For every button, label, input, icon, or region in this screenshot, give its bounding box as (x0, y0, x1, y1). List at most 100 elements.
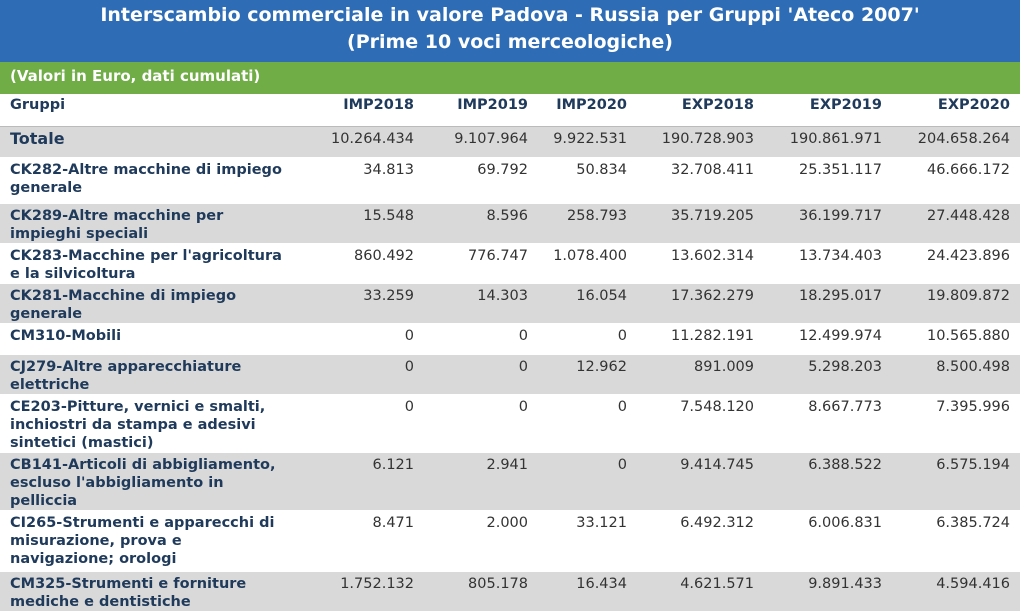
table-cell: 0 (617, 456, 627, 473)
table-row: CM325-Strumenti e forniture mediche e de… (0, 571, 1020, 611)
total-row: Totale 10.264.434 9.107.964 9.922.531 19… (0, 126, 1020, 157)
report-subtitle: (Valori in Euro, dati cumulati) (0, 62, 1020, 94)
table-cell: 32.708.411 (670, 161, 754, 178)
table-cell: 8.667.773 (808, 398, 882, 415)
table-cell: 36.199.717 (798, 207, 882, 224)
table-cell: 34.813 (363, 161, 414, 178)
table-cell: 0 (518, 358, 528, 375)
table-cell: 4.594.416 (936, 575, 1010, 592)
column-header-exp2020: EXP2020 (937, 97, 1010, 113)
table-cell: 2.000 (486, 514, 528, 531)
table-cell: 12.962 (576, 358, 627, 375)
table-cell: 6.121 (372, 456, 414, 473)
table-cell: 6.388.522 (808, 456, 882, 473)
table-cell: 7.548.120 (680, 398, 754, 415)
table-cell: 1.752.132 (340, 575, 414, 592)
table-cell: 33.121 (576, 514, 627, 531)
table-cell: 8.596 (486, 207, 528, 224)
table-cell: 6.492.312 (680, 514, 754, 531)
table-cell: 35.719.205 (670, 207, 754, 224)
table-cell: 19.809.872 (926, 287, 1010, 304)
table-cell: 0 (404, 327, 414, 344)
table-cell: 2.941 (486, 456, 528, 473)
total-cell: 204.658.264 (917, 130, 1010, 147)
table-cell: 7.395.996 (936, 398, 1010, 415)
table-row: CB141-Articoli di abbigliamento, escluso… (0, 452, 1020, 510)
table-row: CK282-Altre macchine di impiego generale… (0, 157, 1020, 203)
table-cell: 11.282.191 (670, 327, 754, 344)
table-row: CI265-Strumenti e apparecchi di misurazi… (0, 510, 1020, 571)
table-cell: 0 (518, 398, 528, 415)
table-cell: 15.548 (363, 207, 414, 224)
trade-table: Gruppi IMP2018 IMP2019 IMP2020 EXP2018 E… (0, 94, 1020, 612)
table-cell: 27.448.428 (926, 207, 1010, 224)
report-title-line2: (Prime 10 voci merceologiche) (347, 31, 673, 53)
table-row: CE203-Pitture, vernici e smalti, inchios… (0, 394, 1020, 452)
row-label: CE203-Pitture, vernici e smalti, inchios… (10, 398, 266, 451)
table-cell: 0 (518, 327, 528, 344)
column-header-gruppi: Gruppi (10, 97, 66, 113)
table-cell: 258.793 (567, 207, 627, 224)
table-header-row: Gruppi IMP2018 IMP2019 IMP2020 EXP2018 E… (0, 94, 1020, 126)
total-label: Totale (10, 128, 65, 148)
table-cell: 8.471 (372, 514, 414, 531)
table-cell: 776.747 (468, 247, 528, 264)
column-header-exp2019: EXP2019 (809, 97, 882, 113)
column-header-imp2020: IMP2020 (556, 97, 627, 113)
row-label: CK281-Macchine di impiego generale (10, 287, 237, 322)
table-cell: 0 (617, 398, 627, 415)
table-row: CJ279-Altre apparecchiature elettriche 0… (0, 354, 1020, 394)
table-cell: 6.006.831 (808, 514, 882, 531)
table-cell: 12.499.974 (798, 327, 882, 344)
table-row: CK289-Altre macchine per impieghi specia… (0, 203, 1020, 243)
table-cell: 891.009 (694, 358, 754, 375)
total-cell: 10.264.434 (330, 130, 414, 147)
column-header-imp2019: IMP2019 (457, 97, 528, 113)
total-cell: 9.107.964 (454, 130, 528, 147)
table-cell: 10.565.880 (926, 327, 1010, 344)
table-cell: 69.792 (477, 161, 528, 178)
row-label: CK282-Altre macchine di impiego generale (10, 161, 282, 196)
table-cell: 16.054 (576, 287, 627, 304)
table-cell: 24.423.896 (926, 247, 1010, 264)
row-label: CM310-Mobili (10, 327, 122, 344)
total-cell: 190.861.971 (789, 130, 882, 147)
table-cell: 33.259 (363, 287, 414, 304)
table-cell: 13.734.403 (798, 247, 882, 264)
total-cell: 9.922.531 (553, 130, 627, 147)
table-cell: 14.303 (477, 287, 528, 304)
row-label: CI265-Strumenti e apparecchi di misurazi… (10, 514, 275, 567)
table-cell: 18.295.017 (798, 287, 882, 304)
column-header-exp2018: EXP2018 (681, 97, 754, 113)
table-cell: 6.575.194 (936, 456, 1010, 473)
table-cell: 50.834 (576, 161, 627, 178)
report-title-line1: Interscambio commerciale in valore Padov… (100, 4, 920, 26)
row-label: CM325-Strumenti e forniture mediche e de… (10, 575, 247, 610)
table-cell: 860.492 (354, 247, 414, 264)
table-cell: 0 (404, 358, 414, 375)
report-title: Interscambio commerciale in valore Padov… (0, 0, 1020, 62)
table-row: CK283-Macchine per l'agricoltura e la si… (0, 243, 1020, 283)
column-header-imp2018: IMP2018 (343, 97, 414, 113)
table-cell: 25.351.117 (798, 161, 882, 178)
table-cell: 9.414.745 (680, 456, 754, 473)
table-cell: 16.434 (576, 575, 627, 592)
row-label: CK289-Altre macchine per impieghi specia… (10, 207, 224, 242)
table-cell: 4.621.571 (680, 575, 754, 592)
table-cell: 46.666.172 (926, 161, 1010, 178)
table-cell: 0 (617, 327, 627, 344)
table-cell: 1.078.400 (553, 247, 627, 264)
table-cell: 0 (404, 398, 414, 415)
table-cell: 6.385.724 (936, 514, 1010, 531)
table-cell: 9.891.433 (808, 575, 882, 592)
table-row: CK281-Macchine di impiego generale 33.25… (0, 283, 1020, 323)
row-label: CK283-Macchine per l'agricoltura e la si… (10, 247, 282, 282)
table-cell: 13.602.314 (670, 247, 754, 264)
total-cell: 190.728.903 (661, 130, 754, 147)
table-cell: 805.178 (468, 575, 528, 592)
table-row: CM310-Mobili 0 0 0 11.282.191 12.499.974… (0, 323, 1020, 354)
table-cell: 17.362.279 (670, 287, 754, 304)
table-cell: 8.500.498 (936, 358, 1010, 375)
table-cell: 5.298.203 (808, 358, 882, 375)
row-label: CJ279-Altre apparecchiature elettriche (10, 358, 242, 393)
